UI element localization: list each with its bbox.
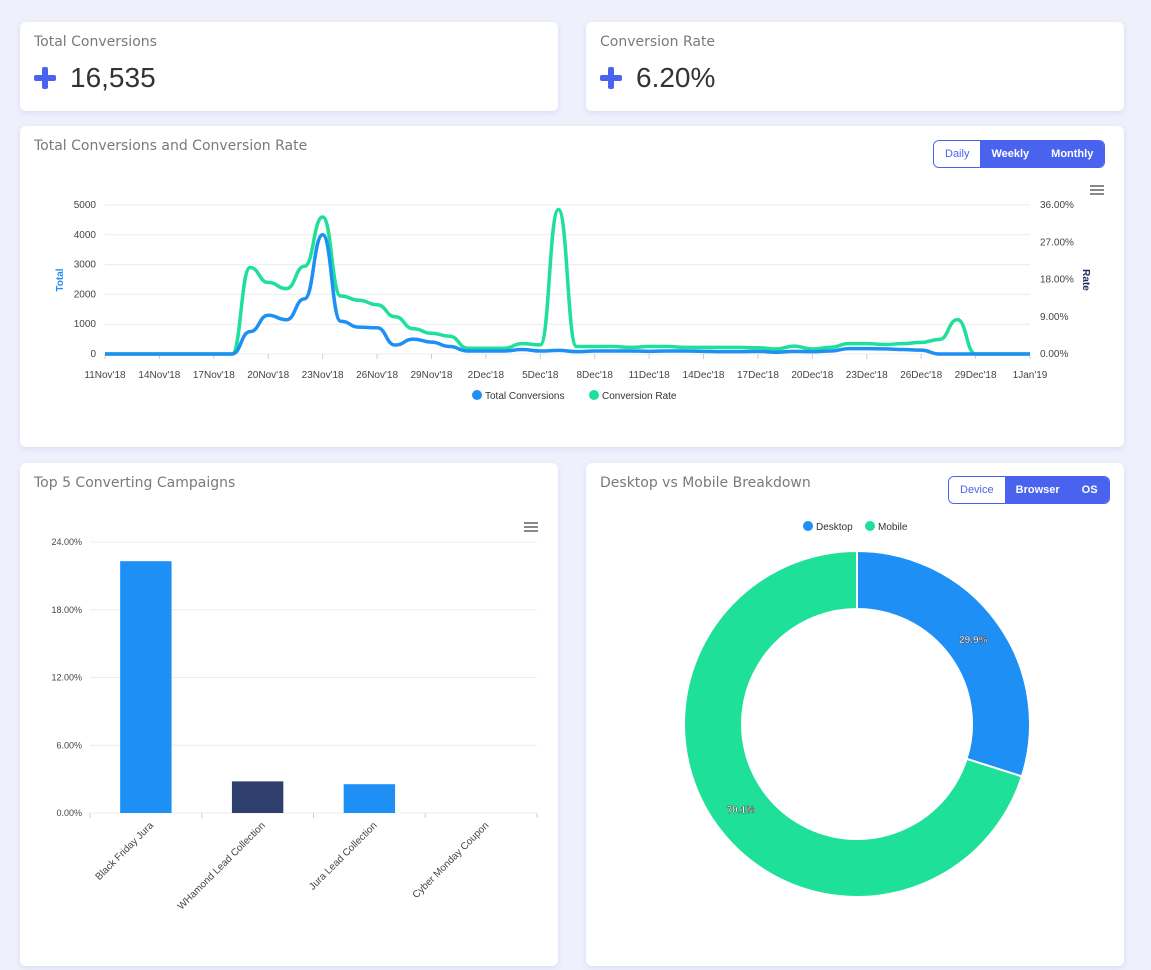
tab-daily[interactable]: Daily (934, 141, 981, 167)
y2-tick-label: 18.00% (1040, 275, 1074, 286)
kpi-total-conversions: Total Conversions 16,535 (20, 22, 558, 111)
x-tick-label: 14Nov'18 (138, 370, 180, 381)
x-tick-label: 17Dec'18 (737, 370, 779, 381)
bar (231, 781, 284, 813)
card-title: Top 5 Converting Campaigns (34, 475, 236, 491)
kpi-conversion-rate: Conversion Rate 6.20% (586, 22, 1124, 111)
kpi-label: Conversion Rate (600, 34, 716, 50)
y-tick-label: 3000 (74, 260, 97, 271)
legend-marker (589, 390, 599, 400)
y-tick-label: 24.00% (51, 537, 82, 547)
card-title: Desktop vs Mobile Breakdown (600, 475, 811, 491)
donut-slice-desktop (856, 549, 1032, 778)
y2-tick-label: 9.00% (1040, 312, 1068, 323)
x-tick-label: 8Dec'18 (577, 370, 614, 381)
y2-tick-label: 36.00% (1040, 200, 1074, 211)
card-title: Total Conversions and Conversion Rate (34, 138, 308, 154)
donut-slice-mobile (683, 549, 1024, 898)
kpi-value: 6.20% (636, 62, 716, 93)
data-label: 29.9% (959, 635, 987, 646)
legend-marker (472, 390, 482, 400)
x-tick-label: 23Dec'18 (846, 370, 888, 381)
line-chart-card: Total Conversions and Conversion Rate Da… (20, 126, 1124, 447)
legend-label: Mobile (878, 522, 908, 533)
x-tick-label: 2Dec'18 (468, 370, 505, 381)
x-tick-label: 11Nov'18 (84, 370, 126, 381)
bar-chart: 0.00%6.00%12.00%18.00%24.00%Black Friday… (51, 537, 538, 912)
y-tick-label: 6.00% (56, 740, 82, 750)
plus-icon (34, 67, 56, 89)
chart-menu-icon[interactable] (1090, 185, 1104, 195)
plus-icon (600, 67, 622, 89)
period-toggle: Daily Weekly Monthly (933, 140, 1106, 168)
kpi-label: Total Conversions (34, 34, 157, 50)
tab-device[interactable]: Device (949, 477, 1005, 503)
x-tick-label: 23Nov'18 (302, 370, 344, 381)
y-tick-label: 12.00% (51, 673, 82, 683)
legend-marker (803, 521, 813, 531)
x-tick-label: 14Dec'18 (683, 370, 725, 381)
y-tick-label: 2000 (74, 289, 97, 300)
bar (120, 561, 172, 813)
y-tick-label: 0 (90, 349, 96, 360)
y-tick-label: 4000 (74, 230, 97, 241)
legend-label: Desktop (816, 522, 853, 533)
y-tick-label: 18.00% (51, 605, 82, 615)
kpi-value: 16,535 (70, 62, 156, 93)
bar-chart-card: Top 5 Converting Campaigns (20, 463, 558, 966)
x-tick-label: 26Dec'18 (900, 370, 942, 381)
y-tick-label: 1000 (74, 319, 97, 330)
x-tick-label: 29Nov'18 (410, 370, 452, 381)
legend-label: Total Conversions (485, 391, 564, 402)
legend-marker (865, 521, 875, 531)
breakdown-toggle: Device Browser OS (948, 476, 1110, 504)
y-tick-label: 5000 (74, 200, 97, 211)
tab-monthly[interactable]: Monthly (1040, 141, 1105, 167)
tab-weekly[interactable]: Weekly (980, 141, 1041, 167)
x-tick-label: 1Jan'19 (1013, 370, 1048, 381)
y-axis-title: Total (55, 268, 66, 291)
y2-tick-label: 0.00% (1040, 349, 1068, 360)
data-label: 70.1% (727, 805, 755, 816)
y-tick-label: 0.00% (56, 808, 82, 818)
y2-axis-title: Rate (1080, 269, 1091, 291)
chart-menu-icon[interactable] (524, 522, 538, 532)
y2-tick-label: 27.00% (1040, 237, 1074, 248)
tab-browser[interactable]: Browser (1004, 477, 1071, 503)
x-tick-label: 26Nov'18 (356, 370, 398, 381)
x-tick-label: 11Dec'18 (629, 370, 671, 381)
x-tick-label: 29Dec'18 (955, 370, 997, 381)
bar (343, 784, 396, 813)
x-tick-label: 20Nov'18 (247, 370, 289, 381)
x-tick-label: 20Dec'18 (791, 370, 833, 381)
line-chart: 0 1000 2000 3000 4000 5000 0.00% 9.00% 18.00% 27.… (55, 200, 1091, 402)
tab-os[interactable]: OS (1070, 477, 1109, 503)
series-line-conversion-rate (104, 207, 1030, 356)
x-tick-label: 5Dec'18 (522, 370, 559, 381)
legend-label: Conversion Rate (602, 391, 677, 402)
x-tick-label: 17Nov'18 (193, 370, 235, 381)
series-line-total-conversions (104, 233, 1030, 356)
